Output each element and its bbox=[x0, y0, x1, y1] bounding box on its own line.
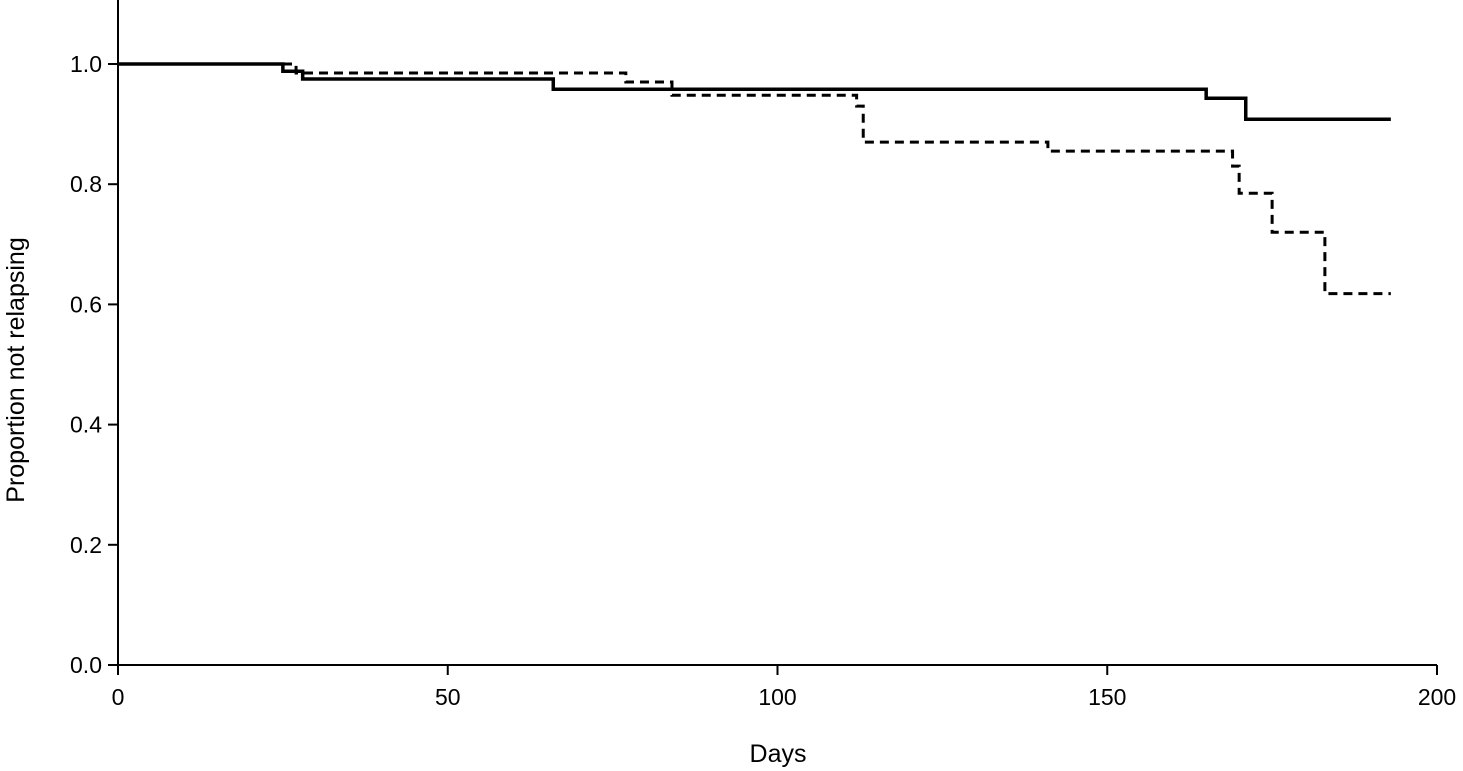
y-tick-label: 1.0 bbox=[70, 51, 102, 77]
y-axis-title: Proportion not relapsing bbox=[2, 237, 30, 502]
series-group bbox=[118, 62, 1391, 296]
series-line-dashed bbox=[118, 62, 1391, 296]
y-tick-label: 0.6 bbox=[70, 291, 102, 317]
axes bbox=[108, 0, 1438, 675]
y-tick-label: 0.0 bbox=[70, 652, 102, 678]
y-tick-label: 0.8 bbox=[70, 171, 102, 197]
series-line-solid bbox=[118, 62, 1391, 122]
x-tick-label: 150 bbox=[1088, 684, 1126, 710]
y-tick-label: 0.4 bbox=[70, 412, 102, 438]
x-tick-label: 100 bbox=[758, 684, 796, 710]
x-tick-label: 0 bbox=[112, 684, 125, 710]
x-axis-title: Days bbox=[750, 740, 807, 768]
x-tick-label: 200 bbox=[1418, 684, 1456, 710]
x-tick-label: 50 bbox=[435, 684, 461, 710]
y-tick-label: 0.2 bbox=[70, 532, 102, 558]
tick-labels: 0 50 100 150 200 0.0 0.2 0.4 0.6 0.8 1.0 bbox=[70, 51, 1456, 710]
